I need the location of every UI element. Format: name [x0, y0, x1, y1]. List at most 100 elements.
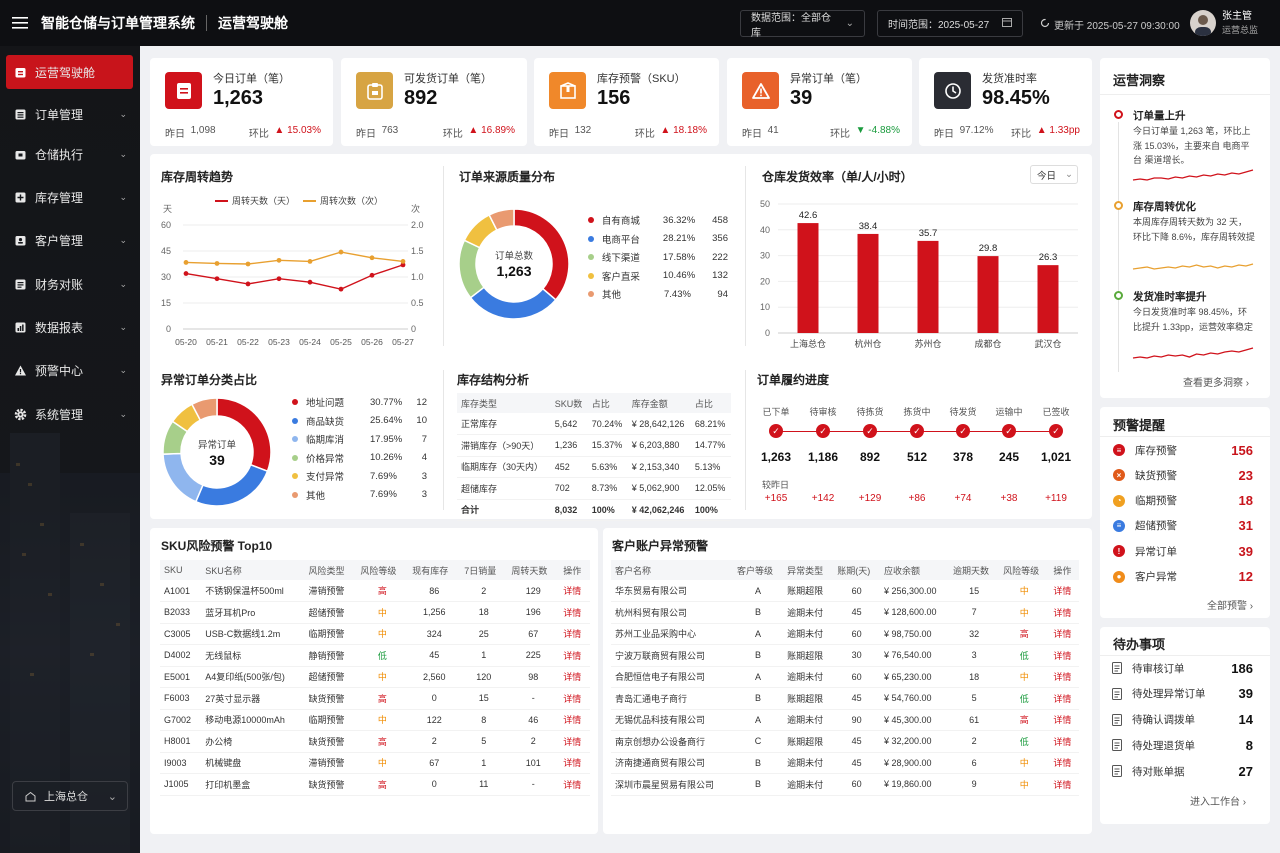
sidebar-item-alerts[interactable]: 预警中心 ⌄	[6, 353, 133, 387]
table-cell[interactable]: 详情	[559, 730, 590, 753]
table-cell[interactable]: 详情	[559, 752, 590, 774]
user-profile[interactable]: 张主管 运营总监	[1190, 10, 1258, 36]
sku-table: SKU SKU名称 风险类型 风险等级 现有库存 7日销量 周转天数 操作 A1001 不锈钢保…	[160, 560, 590, 796]
table-row[interactable]: H8001 办公椅 缺货预警高 2 5 2 详情	[160, 730, 590, 753]
menu-icon[interactable]	[0, 0, 40, 46]
table-row[interactable]: 滞销库存（>90天） 1,236 15.37% ¥ 6,203,880 14.77%	[457, 434, 731, 457]
table-cell[interactable]: 详情	[1049, 601, 1079, 624]
data-point	[400, 259, 406, 264]
legend-value: 10	[416, 415, 427, 427]
sidebar-item-label: 数据报表	[35, 320, 84, 335]
table-cell[interactable]: 详情	[1049, 580, 1079, 602]
warehouse-switcher[interactable]: 上海总仓 ⌄	[12, 781, 128, 811]
table-row[interactable]: B2033 蓝牙耳机Pro 超储预警中 1,256 18 196 详情	[160, 601, 590, 624]
step-check-icon: ✓	[863, 424, 877, 438]
kpi-card-abnormal[interactable]: 异常订单（笔） 39 昨日 41 环比 ▼ -4.88%	[727, 58, 912, 146]
column-header: SKU数	[550, 393, 588, 413]
table-row[interactable]: 南京创想办公设备商行 C 账期超限 45 ¥ 32,200.00 2 低详情	[611, 730, 1079, 753]
alert-row[interactable]: ! 异常订单 39	[1113, 540, 1253, 562]
kpi-card-stock-warning[interactable]: 库存预警（SKU） 156 昨日 132 环比 ▲ 18.18%	[534, 58, 719, 146]
table-row[interactable]: E5001 A4复印纸(500张/包) 超储预警中 2,560 120 98 详情	[160, 666, 590, 688]
alert-value: 12	[1238, 569, 1253, 584]
table-row[interactable]: 无锡优品科技有限公司 A 逾期未付 90 ¥ 45,300.00 61 高详情	[611, 709, 1079, 731]
table-cell[interactable]: 详情	[1049, 666, 1079, 688]
table-row[interactable]: 华东贸易有限公司 A 账期超限 60 ¥ 256,300.00 15 中详情	[611, 580, 1079, 602]
table-cell[interactable]: 详情	[1049, 709, 1079, 731]
table-cell[interactable]: 详情	[1049, 644, 1079, 667]
efficiency-filter-select[interactable]: 今日 ⌄	[1030, 165, 1078, 184]
kpi-card-orders[interactable]: 今日订单（笔） 1,263 昨日 1,098 环比 ▲ 15.03%	[150, 58, 333, 146]
refresh-icon[interactable]	[1040, 18, 1050, 31]
table-cell[interactable]: 详情	[1049, 752, 1079, 774]
table-row[interactable]: G7002 移动电源10000mAh 临期预警中 122 8 46 详情	[160, 709, 590, 731]
table-cell: 100%	[587, 499, 628, 521]
table-cell[interactable]: 详情	[559, 644, 590, 667]
table-row[interactable]: 合肥恒信电子有限公司 A 逾期未付 60 ¥ 65,230.00 18 中详情	[611, 666, 1079, 688]
table-cell[interactable]: 详情	[559, 580, 590, 602]
table-cell[interactable]: 详情	[1049, 623, 1079, 645]
bar	[857, 233, 879, 333]
sidebar-item-dashboard[interactable]: 运营驾驶舱	[6, 55, 133, 89]
kpi-card-ontime[interactable]: 发货准时率 98.45% 昨日 97.12% 环比 ▲ 1.33pp	[919, 58, 1092, 146]
scope-select[interactable]: 数据范围：全部仓库 ⌄	[740, 10, 865, 39]
alert-row[interactable]: ● 客户异常 12	[1113, 566, 1253, 588]
sidebar-item-reports[interactable]: 数据报表 ⌄	[6, 310, 133, 344]
table-cell[interactable]: 详情	[559, 773, 590, 796]
sidebar-item-warehouse[interactable]: 仓储执行 ⌄	[6, 137, 133, 171]
table-row[interactable]: 青岛汇通电子商行 B 账期超限 45 ¥ 54,760.00 5 低详情	[611, 687, 1079, 710]
sidebar-item-settings[interactable]: 系统管理 ⌄	[6, 397, 133, 431]
table-cell: ¥ 19,860.00	[879, 773, 949, 796]
table-row[interactable]: 苏州工业品采购中心 A 逾期未付 60 ¥ 98,750.00 32 高详情	[611, 623, 1079, 645]
order-icon	[165, 72, 202, 109]
sidebar-item-finance[interactable]: 财务对账 ⌄	[6, 267, 133, 301]
table-row[interactable]: 正常库存 5,642 70.24% ¥ 28,642,126 68.21%	[457, 413, 731, 435]
table-cell: 98	[507, 666, 560, 688]
legend-label: 支付异常	[306, 472, 345, 484]
alert-row[interactable]: × 缺货预警 23	[1113, 464, 1253, 486]
step-delta: +142	[811, 493, 835, 504]
table-cell[interactable]: 详情	[559, 666, 590, 688]
more-insights-link[interactable]: 查看更多洞察 ›	[1183, 378, 1250, 389]
y-tick: 40	[760, 225, 770, 235]
workbench-link[interactable]: 进入工作台 ›	[1190, 797, 1247, 808]
alert-row[interactable]: ≡ 库存预警 156	[1113, 439, 1253, 461]
todo-row[interactable]: 待处理退货单 8	[1112, 734, 1253, 756]
y-tick: 10	[760, 302, 770, 312]
table-cell: A	[732, 580, 784, 602]
all-alerts-link[interactable]: 全部预警 ›	[1207, 601, 1254, 612]
alert-value: 31	[1238, 518, 1253, 534]
table-row[interactable]: J1005 打印机墨盒 缺货预警高 0 11- 详情	[160, 773, 590, 796]
table-cell: A1001	[160, 580, 202, 602]
legend-percent: 10.46%	[662, 270, 696, 282]
table-cell[interactable]: 详情	[559, 687, 590, 710]
table-cell[interactable]: 详情	[1049, 730, 1079, 753]
table-cell[interactable]: 详情	[1049, 687, 1079, 710]
table-row[interactable]: 深圳市晨星贸易有限公司 B 逾期未付 60 ¥ 19,860.00 9 中详情	[611, 773, 1079, 796]
sidebar-item-inventory[interactable]: 库存管理 ⌄	[6, 180, 133, 214]
table-row[interactable]: 杭州科贸有限公司 B 逾期未付 45 ¥ 128,600.00 7 中详情	[611, 601, 1079, 624]
building-backdrop-image	[0, 433, 140, 853]
sidebar-item-orders[interactable]: 订单管理 ⌄	[6, 97, 133, 131]
table-row[interactable]: C3005 USB-C数据线1.2m 临期预警中 324 25 67 详情	[160, 623, 590, 645]
table-row[interactable]: 临期库存（30天内） 452 5.63% ¥ 2,153,340 5.13%	[457, 456, 731, 478]
todo-row[interactable]: 待处理异常订单 39	[1112, 683, 1253, 705]
sidebar-item-customers[interactable]: 客户管理 ⌄	[6, 223, 133, 257]
alert-row[interactable]: ≡ 超储预警 31	[1113, 515, 1253, 537]
table-cell[interactable]: 详情	[559, 709, 590, 731]
table-row[interactable]: D4002 无线鼠标 静销预警低 45 1 225 详情	[160, 644, 590, 667]
table-row[interactable]: 超储库存 702 8.73% ¥ 5,062,900 12.05%	[457, 477, 731, 500]
table-row[interactable]: 宁波万联商贸有限公司 B 账期超限 30 ¥ 76,540.00 3 低详情	[611, 644, 1079, 667]
table-cell[interactable]: 详情	[559, 623, 590, 645]
table-row[interactable]: I9003 机械键盘 滞销预警中 67 1 101 详情	[160, 752, 590, 774]
todo-row[interactable]: 待审核订单 186	[1112, 657, 1253, 679]
table-row[interactable]: 济南捷通商贸有限公司 B 逾期未付 45 ¥ 28,900.00 6 中详情	[611, 752, 1079, 774]
table-row[interactable]: A1001 不锈钢保温杯500ml 滞销预警高 86 2 129 详情	[160, 580, 590, 602]
table-cell[interactable]: 详情	[1049, 773, 1079, 796]
time-select[interactable]: 时间范围：2025-05-27	[877, 10, 1023, 37]
table-cell[interactable]: 详情	[559, 601, 590, 624]
table-row[interactable]: F6003 27英寸显示器 缺货预警高 0 15- 详情	[160, 687, 590, 710]
alert-row[interactable]: ◔ 临期预警 18	[1113, 490, 1253, 512]
todo-row[interactable]: 待对账单据 27	[1112, 760, 1253, 782]
kpi-card-shippable[interactable]: 可发货订单（笔） 892 昨日 763 环比 ▲ 16.89%	[341, 58, 527, 146]
todo-row[interactable]: 待确认调拨单 14	[1112, 709, 1253, 731]
